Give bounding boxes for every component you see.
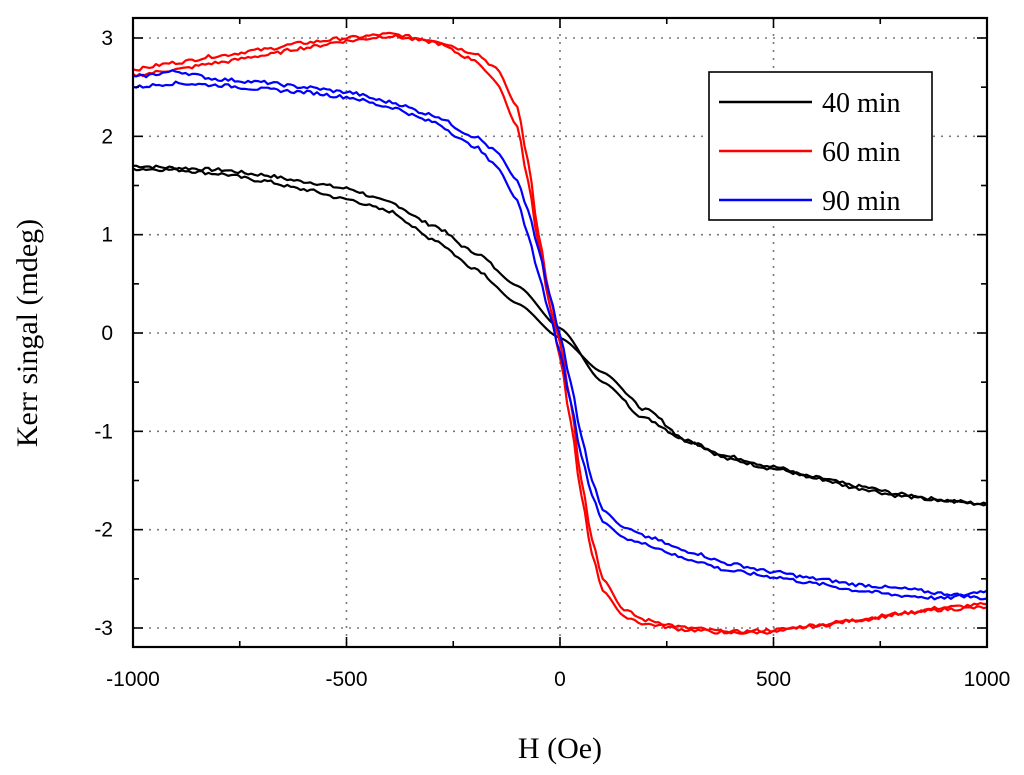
y-tick-label: 0 <box>101 322 113 345</box>
y-tick-labels: -3 -2 -1 0 1 2 3 <box>94 27 113 640</box>
x-tick-label: -500 <box>325 668 367 691</box>
y-tick-label: -2 <box>94 519 113 542</box>
y-tick-label: -1 <box>94 420 113 443</box>
series-40-min-down-branch <box>132 164 988 506</box>
axis-ticks <box>132 18 988 647</box>
x-tick-labels: -1000 -500 0 500 1000 <box>106 668 1010 691</box>
x-axis-title: H (Oe) <box>518 732 602 765</box>
x-tick-label: 500 <box>756 668 791 691</box>
legend-label-90-min: 90 min <box>822 186 901 217</box>
x-tick-label: 1000 <box>964 668 1011 691</box>
y-tick-label: 2 <box>101 125 113 148</box>
series-lines <box>132 31 988 635</box>
legend-entries: 40 min 60 min 90 min <box>719 88 901 217</box>
legend-label-40-min: 40 min <box>822 88 901 119</box>
y-tick-label: 1 <box>101 224 113 247</box>
series-60-min-up-branch <box>132 33 988 635</box>
legend-box <box>708 71 933 221</box>
series-90-min-down-branch <box>133 69 988 601</box>
legend: 40 min 60 min 90 min <box>708 71 933 221</box>
series-90-min-up-branch <box>132 80 988 601</box>
x-tick-label: 0 <box>554 668 566 691</box>
x-tick-label: -1000 <box>106 668 160 691</box>
y-tick-label: -3 <box>94 617 113 640</box>
y-tick-label: 3 <box>101 27 113 50</box>
y-axis-title: Kerr singal (mdeg) <box>11 219 44 447</box>
legend-label-60-min: 60 min <box>822 137 901 168</box>
